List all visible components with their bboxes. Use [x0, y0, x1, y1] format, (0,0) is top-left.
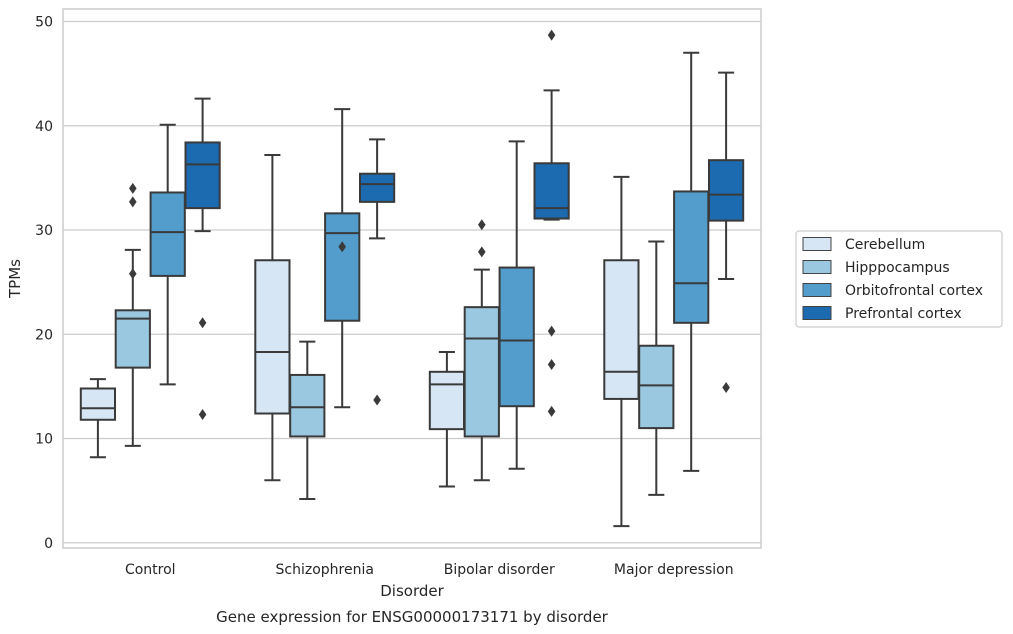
box-body — [184, 141, 221, 210]
outlier-marker — [547, 359, 556, 371]
box-body — [707, 159, 745, 222]
box-0-0 — [79, 378, 117, 459]
outlier-marker — [129, 182, 137, 194]
box-2-1 — [324, 108, 361, 409]
box-body — [254, 259, 291, 415]
legend-label: Hipppocampus — [845, 260, 950, 276]
outlier-marker — [547, 325, 556, 337]
box-1-2 — [463, 219, 500, 482]
y-tick-label: 20 — [35, 327, 53, 343]
box-body — [149, 191, 186, 277]
box-2-3 — [673, 51, 710, 472]
box-body — [324, 212, 361, 322]
x-tick-label: Major depression — [614, 562, 734, 578]
x-axis-label: Disorder — [380, 582, 444, 600]
box-body — [533, 162, 570, 220]
y-tick-labels: 0 10 20 30 40 50 — [35, 15, 53, 552]
box-body — [463, 306, 500, 438]
box-0-2 — [428, 351, 466, 488]
outlier-marker — [373, 394, 381, 406]
box-2-2 — [498, 140, 535, 470]
x-tick-label: Control — [125, 562, 176, 578]
box-body — [114, 309, 151, 369]
plot-area — [63, 9, 761, 548]
box-3-0 — [184, 97, 221, 421]
legend-label: Cerebellum — [845, 237, 925, 253]
legend-frame — [795, 230, 1003, 328]
box-0-1 — [254, 153, 291, 482]
box-3-1 — [358, 138, 396, 406]
outlier-marker — [478, 246, 486, 258]
box-body — [289, 373, 326, 438]
x-tick-labels: Control Schizophrenia Bipolar disorder Majo… — [125, 562, 734, 578]
box-body — [428, 370, 466, 431]
chart-title: Gene expression for ENSG00000173171 by d… — [216, 608, 609, 626]
legend-swatch — [802, 283, 832, 297]
legend-label: Orbitofrontal cortex — [845, 283, 983, 299]
outlier-marker — [129, 196, 137, 208]
y-tick-label: 50 — [35, 15, 53, 31]
y-tick-label: 10 — [35, 432, 53, 448]
box-body — [498, 266, 535, 408]
outlier-marker — [198, 409, 207, 421]
box-2-0 — [149, 123, 186, 386]
outlier-marker — [547, 29, 556, 41]
box-1-3 — [638, 240, 675, 496]
box-body — [673, 190, 710, 324]
box-body — [603, 259, 640, 400]
legend-label: Prefrontal cortex — [845, 306, 962, 322]
legend-swatch — [802, 306, 832, 320]
y-tick-label: 0 — [44, 536, 53, 552]
box-body — [638, 344, 675, 430]
plot-frame — [62, 8, 762, 549]
box-3-2 — [533, 29, 570, 417]
y-tick-label: 30 — [35, 223, 53, 239]
outlier-marker — [722, 381, 730, 393]
x-tick-label: Bipolar disorder — [444, 562, 555, 578]
box-1-0 — [114, 182, 151, 447]
legend-swatch — [802, 260, 832, 274]
outlier-marker — [338, 241, 346, 253]
outlier-marker — [478, 219, 486, 231]
legend-swatch — [802, 237, 832, 251]
outlier-marker — [198, 317, 207, 329]
outlier-marker — [547, 405, 556, 417]
y-tick-label: 40 — [35, 119, 53, 135]
box-0-3 — [603, 175, 640, 528]
legend: Cerebellum Hipppocampus Orbitofrontal cort… — [795, 230, 1003, 328]
x-tick-label: Schizophrenia — [276, 562, 374, 578]
box-body — [79, 387, 117, 421]
box-groups — [79, 29, 745, 528]
y-axis-label: TPMs — [6, 259, 24, 299]
outlier-marker — [129, 268, 137, 280]
box-body — [358, 172, 396, 203]
box-1-1 — [289, 340, 326, 500]
box-3-3 — [707, 71, 745, 393]
